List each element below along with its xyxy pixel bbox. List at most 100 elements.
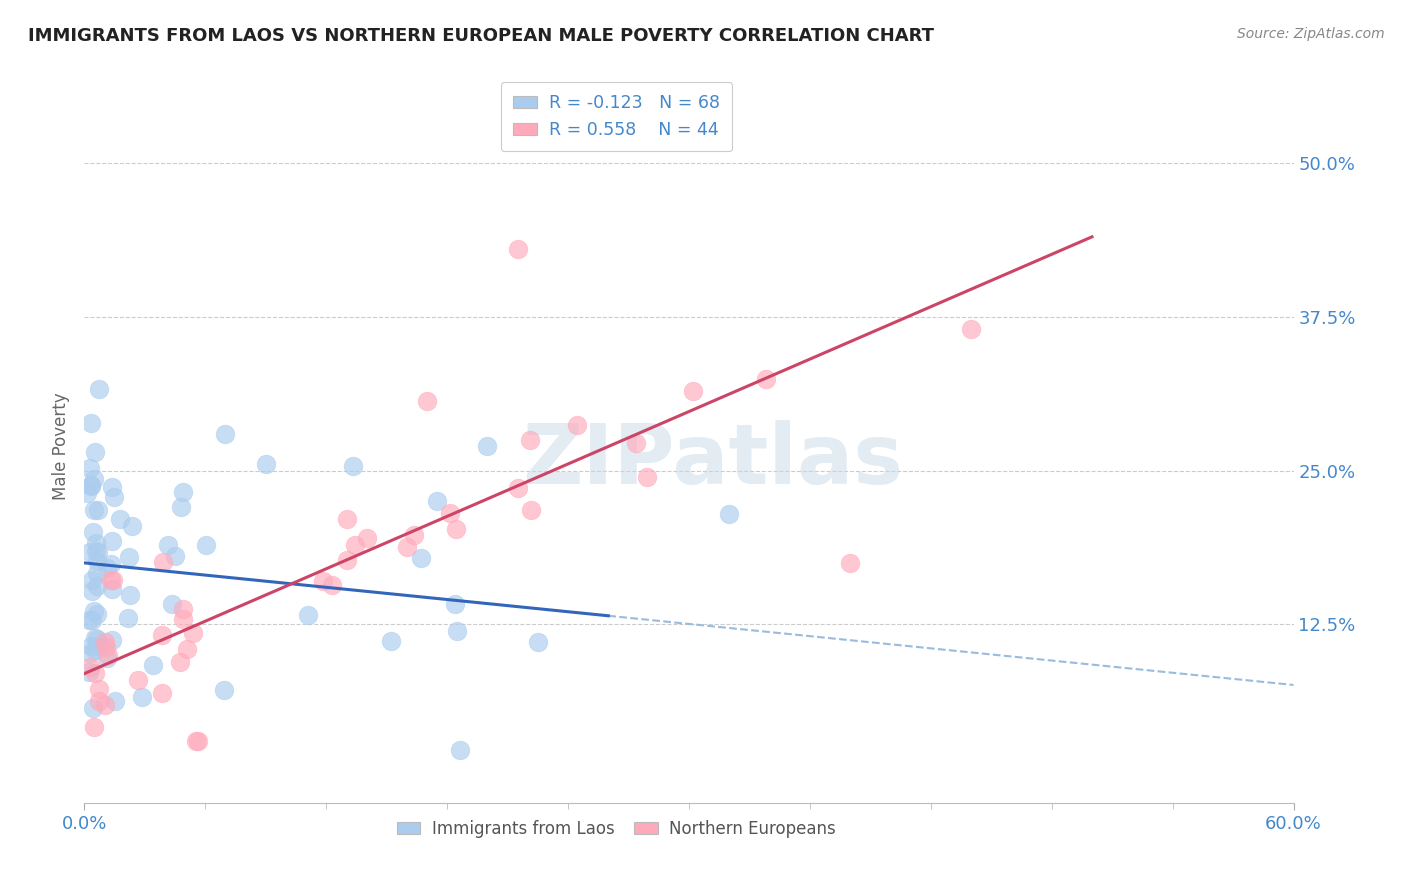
Point — [80, 639, 103, 653]
Point — [506, 242, 529, 256]
Point — [87, 545, 110, 559]
Point — [84, 544, 107, 558]
Point — [150, 627, 173, 641]
Point — [426, 494, 449, 508]
Point — [336, 553, 359, 567]
Point — [682, 384, 704, 398]
Point — [254, 458, 277, 472]
Point — [212, 683, 235, 698]
Point — [94, 635, 117, 649]
Point — [94, 698, 117, 713]
Point — [97, 648, 120, 663]
Point — [80, 416, 103, 430]
Point — [79, 479, 101, 493]
Point — [169, 655, 191, 669]
Point — [76, 486, 98, 500]
Point — [82, 573, 104, 587]
Point — [444, 598, 467, 612]
Point — [636, 470, 658, 484]
Point — [565, 417, 588, 432]
Point — [79, 660, 101, 674]
Point — [342, 459, 364, 474]
Point — [624, 435, 647, 450]
Point — [356, 532, 378, 546]
Point — [395, 540, 418, 554]
Point — [94, 640, 117, 654]
Point — [101, 480, 124, 494]
Point — [519, 433, 541, 447]
Point — [120, 588, 142, 602]
Point — [172, 612, 194, 626]
Point — [83, 502, 105, 516]
Point — [172, 601, 194, 615]
Point — [214, 426, 236, 441]
Point — [84, 631, 107, 645]
Point — [152, 555, 174, 569]
Point — [84, 643, 107, 657]
Point — [77, 665, 100, 680]
Point — [117, 611, 139, 625]
Point — [527, 635, 550, 649]
Point — [86, 632, 108, 646]
Point — [84, 666, 107, 681]
Point — [411, 550, 433, 565]
Point — [86, 554, 108, 568]
Point — [172, 485, 194, 500]
Point — [321, 577, 343, 591]
Point — [82, 700, 104, 714]
Text: Source: ZipAtlas.com: Source: ZipAtlas.com — [1237, 27, 1385, 41]
Point — [344, 538, 367, 552]
Point — [101, 573, 124, 587]
Point — [195, 538, 218, 552]
Point — [506, 482, 529, 496]
Point — [100, 557, 122, 571]
Point — [79, 647, 101, 661]
Point — [477, 439, 499, 453]
Point — [718, 507, 741, 521]
Point — [520, 503, 543, 517]
Point — [104, 694, 127, 708]
Point — [121, 519, 143, 533]
Point — [187, 734, 209, 748]
Text: IMMIGRANTS FROM LAOS VS NORTHERN EUROPEAN MALE POVERTY CORRELATION CHART: IMMIGRANTS FROM LAOS VS NORTHERN EUROPEA… — [28, 27, 934, 45]
Point — [86, 579, 108, 593]
Point — [444, 522, 467, 536]
Point — [416, 394, 439, 409]
Point — [184, 734, 207, 748]
Point — [336, 512, 359, 526]
Point — [100, 573, 122, 587]
Point — [449, 743, 471, 757]
Point — [86, 566, 108, 580]
Text: ZIPatlas: ZIPatlas — [523, 420, 904, 500]
Point — [83, 604, 105, 618]
Point — [131, 690, 153, 704]
Point — [87, 694, 110, 708]
Point — [183, 625, 205, 640]
Point — [380, 634, 402, 648]
Point — [80, 613, 103, 627]
Point — [83, 472, 105, 486]
Point — [446, 624, 468, 639]
Point — [89, 639, 111, 653]
Point — [312, 574, 335, 588]
Point — [142, 657, 165, 672]
Point — [960, 322, 983, 336]
Point — [87, 382, 110, 396]
Legend: Immigrants from Laos, Northern Europeans: Immigrants from Laos, Northern Europeans — [389, 814, 842, 845]
Point — [77, 613, 100, 627]
Point — [80, 478, 103, 492]
Point — [96, 651, 118, 665]
Y-axis label: Male Poverty: Male Poverty — [52, 392, 70, 500]
Point — [439, 507, 461, 521]
Point — [297, 608, 319, 623]
Point — [118, 549, 141, 564]
Point — [101, 582, 124, 597]
Point — [103, 490, 125, 504]
Point — [82, 525, 104, 540]
Point — [755, 371, 778, 385]
Point — [157, 538, 180, 552]
Point — [839, 556, 862, 570]
Point — [404, 528, 426, 542]
Point — [84, 536, 107, 550]
Point — [160, 597, 183, 611]
